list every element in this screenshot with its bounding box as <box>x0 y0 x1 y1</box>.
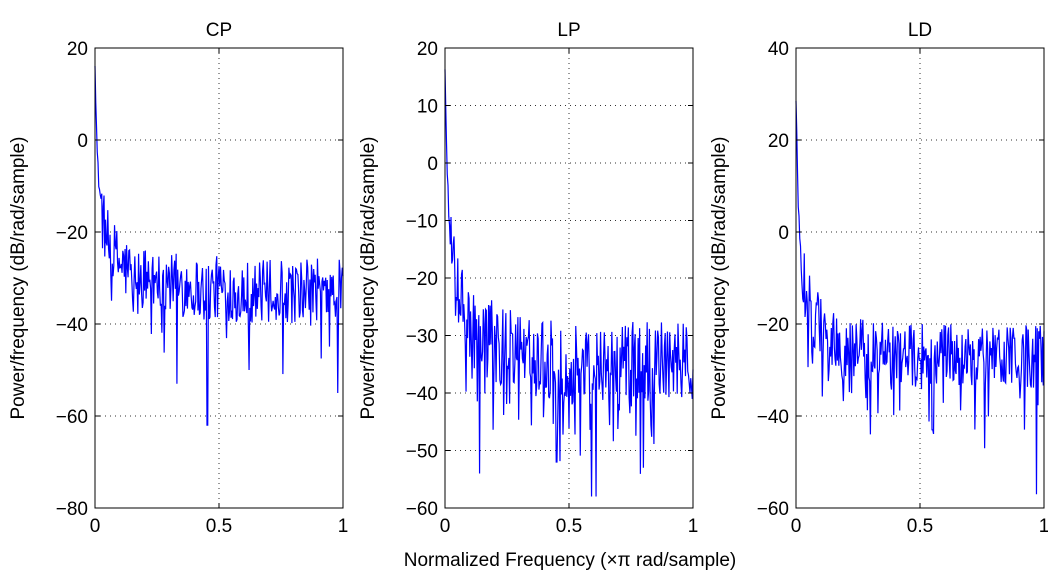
lp-ytick-label-0: −60 <box>406 499 438 520</box>
cp-ytick-label-4: 0 <box>77 131 88 152</box>
cp-ytick-label-3: −20 <box>56 223 88 244</box>
lp-ytick-label-7: 10 <box>417 97 438 118</box>
ld-ytick-label-0: −60 <box>757 499 789 520</box>
ld-title: LD <box>908 20 932 41</box>
ld-xtick-label-2: 1 <box>1039 516 1048 537</box>
cp-series-line <box>94 66 344 426</box>
ld-ytick-label-2: −20 <box>757 315 789 336</box>
lp-ytick-label-2: −40 <box>406 384 438 405</box>
ld-xtick-label-1: 0.5 <box>907 516 933 537</box>
ld-ylabel: Power/frequency (dB/rad/sample) <box>709 136 730 419</box>
cp-xtick-label-1: 0.5 <box>206 516 232 537</box>
lp-xtick-label-0: 0 <box>440 516 451 537</box>
ld-xtick-label-0: 0 <box>791 516 802 537</box>
lp-ytick-label-8: 20 <box>417 39 438 60</box>
lp-ytick-label-1: −50 <box>406 442 438 463</box>
ld-series-line <box>795 100 1045 495</box>
subplot-lp: 0 0.5 1 −60 −50 −40 −30 −20 −10 0 10 20 LP Power/freq… <box>358 20 698 537</box>
cp-title: CP <box>206 20 232 41</box>
ld-ytick-label-5: 40 <box>768 39 789 60</box>
cp-ytick-label-2: −40 <box>56 315 88 336</box>
cp-ytick-label-5: 20 <box>67 39 88 60</box>
ld-ytick-label-4: 20 <box>768 131 789 152</box>
lp-ytick-label-5: −10 <box>406 212 438 233</box>
lp-ytick-label-6: 0 <box>427 154 438 175</box>
lp-title: LP <box>557 20 580 41</box>
ld-ytick-label-3: 0 <box>778 223 789 244</box>
subplot-cp: 0 0.5 1 −80 −60 −40 −20 0 20 CP Power/frequency (d… <box>8 20 348 537</box>
lp-ytick-label-4: −20 <box>406 269 438 290</box>
cp-xtick-label-0: 0 <box>90 516 101 537</box>
lp-xtick-label-1: 0.5 <box>556 516 582 537</box>
figure-xlabel: Normalized Frequency (×π rad/sample) <box>404 550 737 571</box>
cp-ytick-label-1: −60 <box>56 407 88 428</box>
lp-xtick-label-2: 1 <box>688 516 699 537</box>
cp-xtick-label-2: 1 <box>338 516 349 537</box>
cp-ylabel: Power/frequency (dB/rad/sample) <box>8 136 29 419</box>
lp-ytick-label-3: −30 <box>406 327 438 348</box>
ld-ytick-label-1: −40 <box>757 407 789 428</box>
lp-ylabel: Power/frequency (dB/rad/sample) <box>358 136 379 419</box>
lp-series-line <box>444 69 694 497</box>
subplot-ld: 0 0.5 1 −60 −40 −20 0 20 40 LD Power/frequency (dB… <box>709 20 1048 537</box>
cp-ytick-label-0: −80 <box>56 499 88 520</box>
